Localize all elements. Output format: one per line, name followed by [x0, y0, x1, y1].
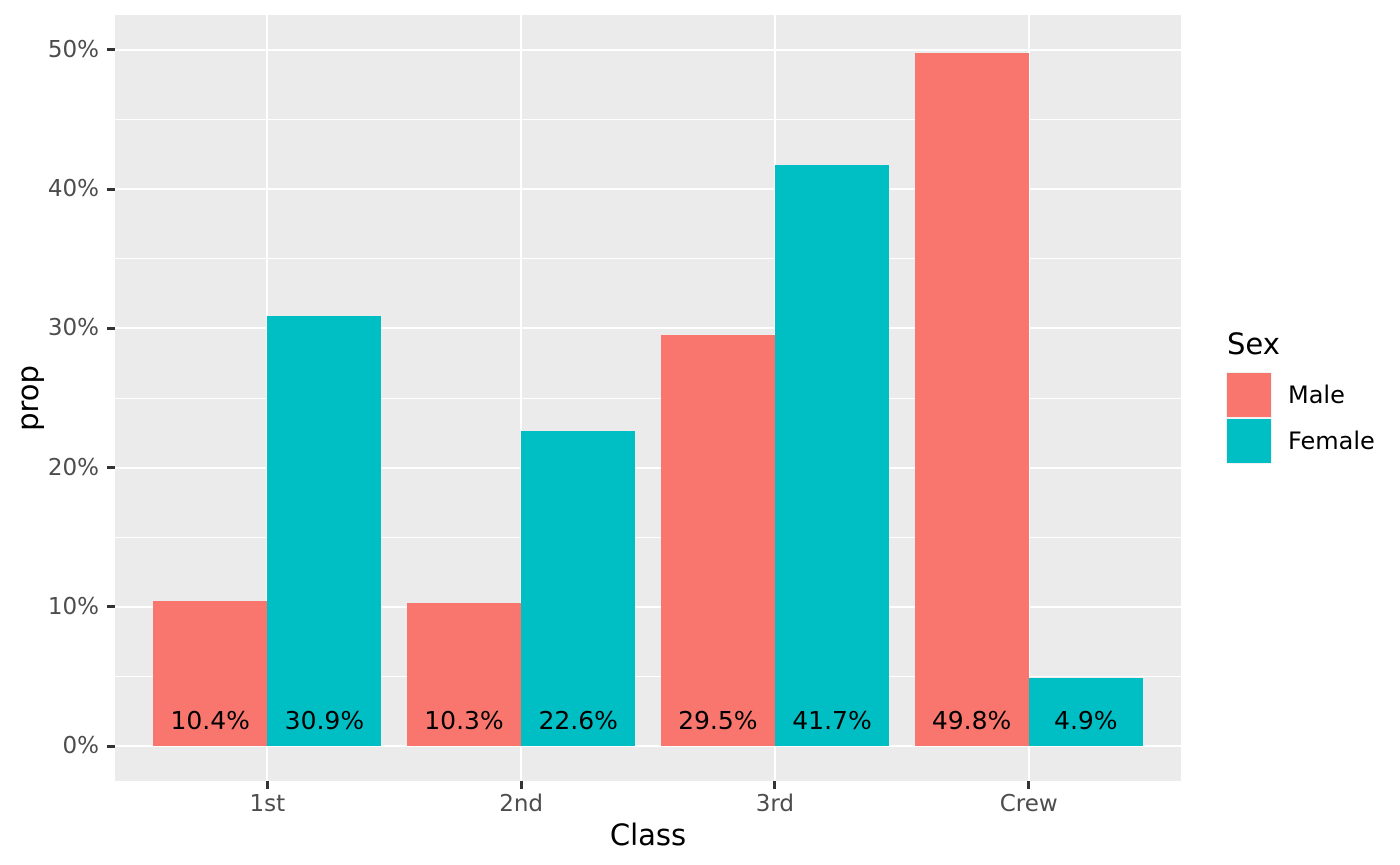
legend-label-male: Male: [1288, 381, 1345, 409]
x-axis-tick-label-1st: 1st: [249, 791, 286, 817]
y-axis-tick-mark: [107, 48, 115, 52]
bar-label-female-1st: 30.9%: [284, 706, 365, 736]
x-axis-tick-label-2nd: 2nd: [499, 791, 543, 817]
gridline-major-y: [115, 745, 1181, 748]
bar-label-male-crew: 49.8%: [931, 706, 1012, 736]
y-axis-tick-label: 40%: [47, 176, 99, 203]
x-axis-tick-mark: [773, 781, 777, 789]
bar-male-2nd: [406, 602, 522, 747]
legend-label-female: Female: [1288, 427, 1375, 455]
bar-label-female-crew: 4.9%: [1054, 706, 1118, 736]
gridline-major-y: [115, 48, 1181, 51]
bar-female-crew: [1028, 677, 1143, 747]
y-axis-tick-mark: [107, 187, 115, 191]
legend-key-male: [1226, 372, 1272, 418]
y-axis-tick-mark: [107, 605, 115, 609]
y-axis-title: prop: [11, 365, 45, 431]
gridline-major-x: [1027, 15, 1030, 781]
y-axis-tick-label: 50%: [47, 36, 99, 63]
bar-male-3rd: [660, 335, 775, 747]
x-axis-tick-mark: [519, 781, 523, 789]
plot-panel: 10.4% 10.3% 29.5% 49.8% 30.9% 22.6% 41.7% 4.9%: [115, 15, 1181, 781]
bar-male-crew: [914, 52, 1029, 747]
gridline-minor-y: [115, 118, 1181, 120]
legend-key-female: [1226, 418, 1272, 464]
gridline-minor-y: [115, 536, 1181, 538]
x-axis-title: Class: [609, 818, 687, 852]
gridline-minor-y: [115, 258, 1181, 260]
y-axis-tick-mark: [107, 326, 115, 330]
y-axis-tick-label: 0%: [62, 733, 100, 760]
bar-label-female-2nd: 22.6%: [538, 706, 618, 736]
bar-female-2nd: [521, 431, 636, 747]
bar-male-1st: [153, 601, 268, 747]
y-axis-tick-label: 20%: [47, 454, 99, 481]
legend-title: Sex: [1227, 327, 1280, 361]
x-axis-tick-label-crew: Crew: [999, 791, 1058, 817]
bar-label-male-1st: 10.4%: [170, 706, 250, 736]
y-axis-tick-label: 10%: [47, 593, 99, 620]
gridline-major-y: [115, 188, 1181, 191]
bar-label-female-3rd: 41.7%: [792, 706, 872, 736]
gridline-minor-y: [115, 397, 1181, 399]
x-axis-tick-label-3rd: 3rd: [755, 791, 795, 817]
x-axis-tick-mark: [265, 781, 269, 789]
gridline-major-y: [115, 327, 1181, 330]
gridline-major-y: [115, 466, 1181, 469]
bar-label-male-2nd: 10.3%: [424, 706, 504, 736]
x-axis-tick-mark: [1027, 781, 1031, 789]
bar-label-male-3rd: 29.5%: [678, 706, 758, 736]
y-axis-tick-label: 30%: [47, 315, 99, 342]
bar-female-1st: [267, 315, 382, 747]
gridline-minor-y: [115, 676, 1181, 678]
bar-female-3rd: [774, 165, 890, 747]
y-axis-tick-mark: [107, 466, 115, 470]
gridline-major-y: [115, 605, 1181, 608]
gridline-major-x: [520, 15, 523, 781]
y-axis-tick-mark: [107, 744, 115, 748]
